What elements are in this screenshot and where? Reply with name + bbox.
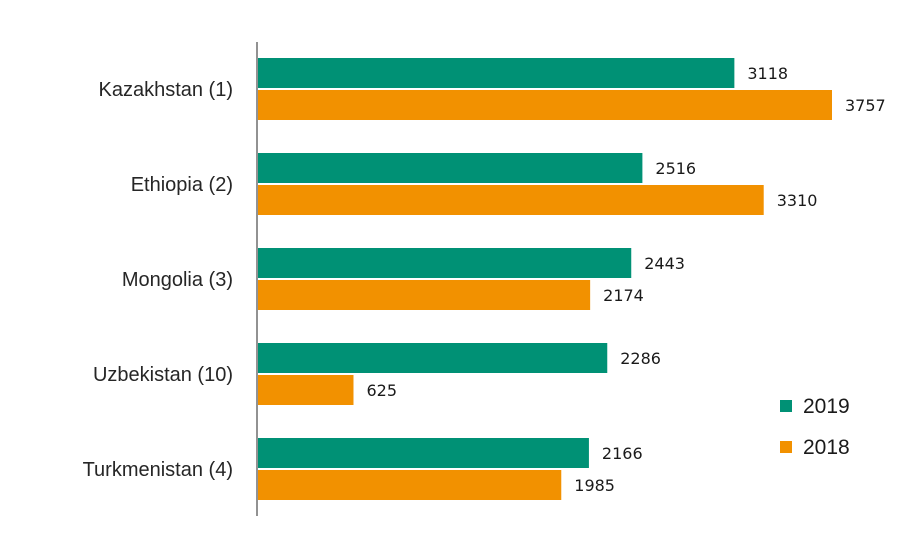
legend-label-2018: 2018 xyxy=(803,436,850,459)
legend-label-2019: 2019 xyxy=(803,395,850,418)
data-label: 3118 xyxy=(747,64,788,83)
data-label: 2166 xyxy=(602,444,643,463)
bar-2018-0 xyxy=(258,90,832,120)
bar-2019-1 xyxy=(258,153,643,183)
data-label: 1985 xyxy=(574,476,615,495)
bar-2019-2 xyxy=(258,248,632,278)
category-label: Uzbekistan (10) xyxy=(93,364,233,386)
category-labels: Kazakhstan (1) Ethiopia (2) Mongolia (3) Uz… xyxy=(83,79,233,481)
category-label: Ethiopia (2) xyxy=(131,174,233,196)
legend: 2019 2018 xyxy=(780,395,850,459)
bar-2018-1 xyxy=(258,185,764,215)
category-label: Turkmenistan (4) xyxy=(83,459,233,481)
bar-2019-3 xyxy=(258,343,608,373)
bar-2019-4 xyxy=(258,438,589,468)
bar-2018-2 xyxy=(258,280,591,310)
bar-2018-4 xyxy=(258,470,562,500)
bar-2019-0 xyxy=(258,58,735,88)
data-label: 2174 xyxy=(603,286,644,305)
bars xyxy=(258,58,832,500)
category-label: Mongolia (3) xyxy=(122,269,233,291)
data-label: 2516 xyxy=(655,159,696,178)
category-label: Kazakhstan (1) xyxy=(98,79,233,101)
data-label: 3310 xyxy=(777,191,818,210)
data-label: 2286 xyxy=(620,349,661,368)
data-label: 2443 xyxy=(644,254,685,273)
data-label: 3757 xyxy=(845,96,886,115)
legend-swatch-2018 xyxy=(780,441,792,453)
data-label: 625 xyxy=(366,381,397,400)
bar-2018-3 xyxy=(258,375,354,405)
legend-swatch-2019 xyxy=(780,400,792,412)
